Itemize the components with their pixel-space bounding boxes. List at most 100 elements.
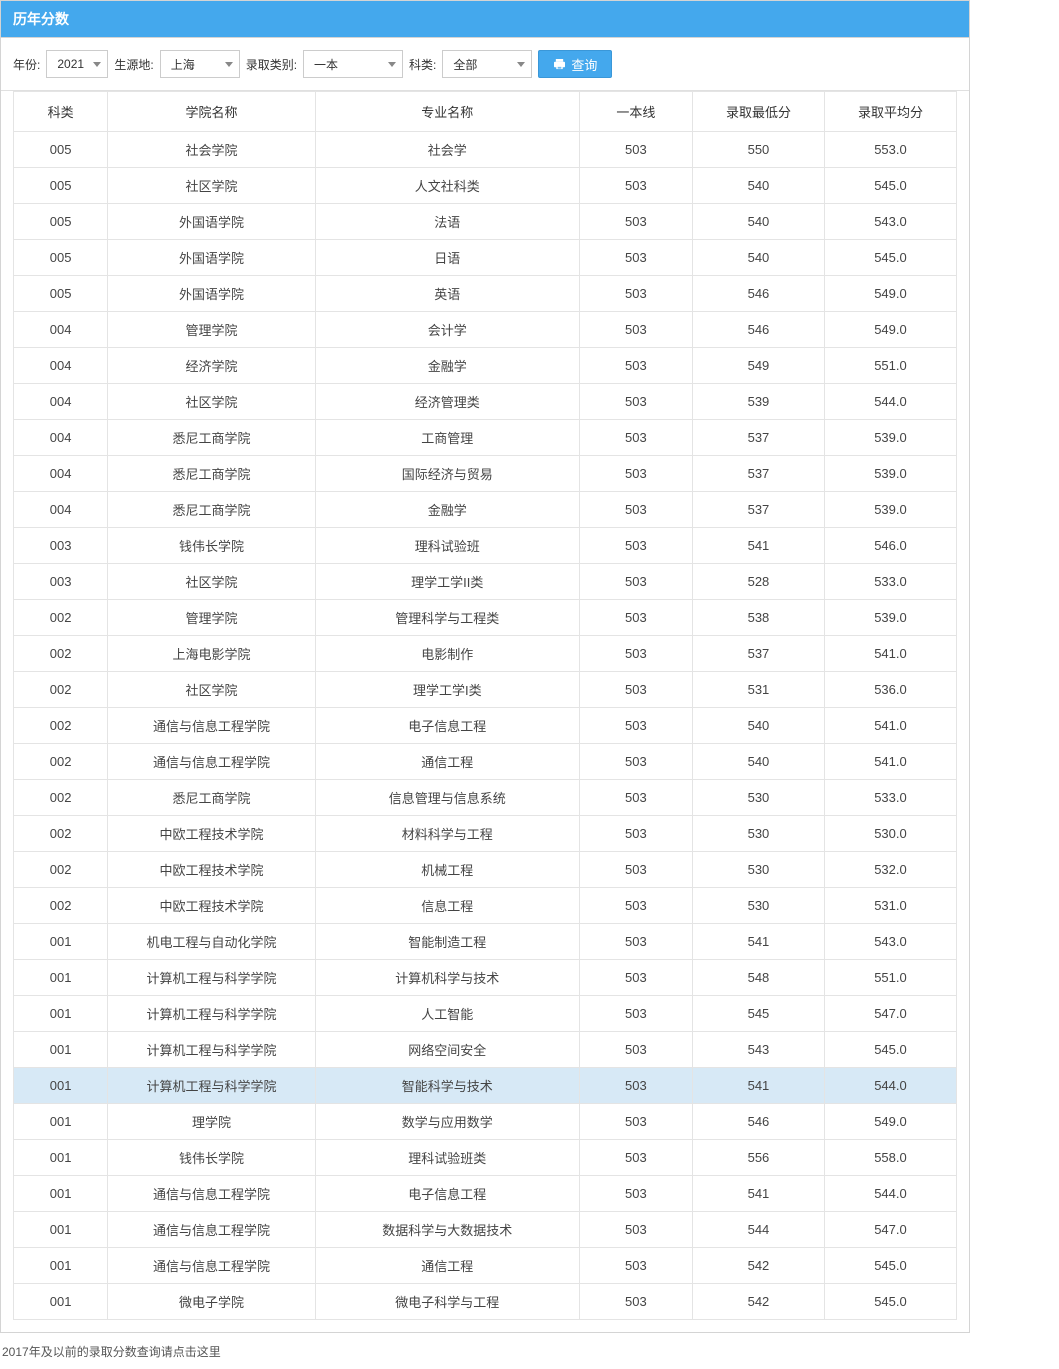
table-row[interactable]: 004悉尼工商学院工商管理503537539.0 <box>14 420 957 456</box>
table-cell: 001 <box>14 1104 108 1140</box>
table-row[interactable]: 001理学院数学与应用数学503546549.0 <box>14 1104 957 1140</box>
table-row[interactable]: 002上海电影学院电影制作503537541.0 <box>14 636 957 672</box>
table-row[interactable]: 001通信与信息工程学院数据科学与大数据技术503544547.0 <box>14 1212 957 1248</box>
column-header: 学院名称 <box>108 92 315 132</box>
table-row[interactable]: 005外国语学院日语503540545.0 <box>14 240 957 276</box>
table-row[interactable]: 001机电工程与自动化学院智能制造工程503541543.0 <box>14 924 957 960</box>
year-dropdown[interactable]: 2021 <box>46 50 108 78</box>
table-cell: 通信与信息工程学院 <box>108 1248 315 1284</box>
table-cell: 001 <box>14 1068 108 1104</box>
table-cell: 533.0 <box>824 780 956 816</box>
table-cell: 530 <box>692 852 824 888</box>
table-cell: 004 <box>14 384 108 420</box>
year-label: 年份: <box>13 56 40 73</box>
table-cell: 541 <box>692 528 824 564</box>
footer-note-link[interactable]: 2017年及以前的录取分数查询请点击这里 <box>0 1333 1059 1364</box>
table-cell: 信息管理与信息系统 <box>315 780 579 816</box>
table-cell: 悉尼工商学院 <box>108 456 315 492</box>
table-cell: 001 <box>14 1032 108 1068</box>
table-row[interactable]: 001微电子学院微电子科学与工程503542545.0 <box>14 1284 957 1320</box>
table-row[interactable]: 001钱伟长学院理科试验班类503556558.0 <box>14 1140 957 1176</box>
table-cell: 543.0 <box>824 924 956 960</box>
table-cell: 544.0 <box>824 384 956 420</box>
table-cell: 社区学院 <box>108 384 315 420</box>
table-cell: 电子信息工程 <box>315 708 579 744</box>
table-row[interactable]: 002通信与信息工程学院通信工程503540541.0 <box>14 744 957 780</box>
table-cell: 001 <box>14 924 108 960</box>
table-cell: 微电子科学与工程 <box>315 1284 579 1320</box>
table-cell: 528 <box>692 564 824 600</box>
table-cell: 004 <box>14 348 108 384</box>
table-cell: 004 <box>14 456 108 492</box>
table-cell: 钱伟长学院 <box>108 1140 315 1176</box>
table-cell: 计算机工程与科学学院 <box>108 1068 315 1104</box>
table-cell: 001 <box>14 1284 108 1320</box>
table-cell: 微电子学院 <box>108 1284 315 1320</box>
subject-dropdown[interactable]: 全部 <box>442 50 532 78</box>
table-cell: 管理科学与工程类 <box>315 600 579 636</box>
table-cell: 理学工学I类 <box>315 672 579 708</box>
table-cell: 503 <box>579 924 692 960</box>
table-cell: 550 <box>692 132 824 168</box>
table-cell: 001 <box>14 960 108 996</box>
table-row[interactable]: 004社区学院经济管理类503539544.0 <box>14 384 957 420</box>
table-cell: 503 <box>579 564 692 600</box>
table-cell: 002 <box>14 852 108 888</box>
chevron-down-icon <box>517 62 525 67</box>
table-row[interactable]: 004悉尼工商学院金融学503537539.0 <box>14 492 957 528</box>
table-cell: 钱伟长学院 <box>108 528 315 564</box>
table-cell: 541.0 <box>824 744 956 780</box>
table-row[interactable]: 002中欧工程技术学院信息工程503530531.0 <box>14 888 957 924</box>
table-cell: 544.0 <box>824 1068 956 1104</box>
table-row[interactable]: 002管理学院管理科学与工程类503538539.0 <box>14 600 957 636</box>
table-row[interactable]: 004管理学院会计学503546549.0 <box>14 312 957 348</box>
table-cell: 外国语学院 <box>108 276 315 312</box>
region-dropdown[interactable]: 上海 <box>160 50 240 78</box>
table-cell: 001 <box>14 1248 108 1284</box>
table-row[interactable]: 002社区学院理学工学I类503531536.0 <box>14 672 957 708</box>
table-row[interactable]: 004悉尼工商学院国际经济与贸易503537539.0 <box>14 456 957 492</box>
table-row[interactable]: 001计算机工程与科学学院计算机科学与技术503548551.0 <box>14 960 957 996</box>
table-cell: 542 <box>692 1248 824 1284</box>
table-row[interactable]: 005外国语学院英语503546549.0 <box>14 276 957 312</box>
table-row[interactable]: 005外国语学院法语503540543.0 <box>14 204 957 240</box>
table-row[interactable]: 003社区学院理学工学II类503528533.0 <box>14 564 957 600</box>
table-cell: 中欧工程技术学院 <box>108 852 315 888</box>
table-row[interactable]: 005社会学院社会学503550553.0 <box>14 132 957 168</box>
table-row[interactable]: 002中欧工程技术学院材料科学与工程503530530.0 <box>14 816 957 852</box>
table-row[interactable]: 001计算机工程与科学学院网络空间安全503543545.0 <box>14 1032 957 1068</box>
table-cell: 548 <box>692 960 824 996</box>
table-cell: 社区学院 <box>108 672 315 708</box>
table-cell: 545.0 <box>824 1248 956 1284</box>
table-row[interactable]: 001计算机工程与科学学院智能科学与技术503541544.0 <box>14 1068 957 1104</box>
table-cell: 545.0 <box>824 1284 956 1320</box>
chevron-down-icon <box>388 62 396 67</box>
table-cell: 503 <box>579 384 692 420</box>
table-row[interactable]: 002通信与信息工程学院电子信息工程503540541.0 <box>14 708 957 744</box>
table-row[interactable]: 002中欧工程技术学院机械工程503530532.0 <box>14 852 957 888</box>
table-cell: 计算机工程与科学学院 <box>108 1032 315 1068</box>
table-cell: 机械工程 <box>315 852 579 888</box>
type-dropdown[interactable]: 一本 <box>303 50 403 78</box>
table-row[interactable]: 002悉尼工商学院信息管理与信息系统503530533.0 <box>14 780 957 816</box>
table-cell: 悉尼工商学院 <box>108 420 315 456</box>
table-row[interactable]: 005社区学院人文社科类503540545.0 <box>14 168 957 204</box>
table-cell: 532.0 <box>824 852 956 888</box>
table-row[interactable]: 001计算机工程与科学学院人工智能503545547.0 <box>14 996 957 1032</box>
table-row[interactable]: 001通信与信息工程学院通信工程503542545.0 <box>14 1248 957 1284</box>
table-cell: 503 <box>579 348 692 384</box>
table-cell: 540 <box>692 168 824 204</box>
table-cell: 545 <box>692 996 824 1032</box>
table-cell: 551.0 <box>824 960 956 996</box>
query-button[interactable]: 查询 <box>538 50 612 78</box>
table-row[interactable]: 004经济学院金融学503549551.0 <box>14 348 957 384</box>
table-row[interactable]: 003钱伟长学院理科试验班503541546.0 <box>14 528 957 564</box>
table-cell: 社会学 <box>315 132 579 168</box>
column-header: 录取最低分 <box>692 92 824 132</box>
table-row[interactable]: 001通信与信息工程学院电子信息工程503541544.0 <box>14 1176 957 1212</box>
table-cell: 503 <box>579 780 692 816</box>
table-cell: 537 <box>692 636 824 672</box>
table-cell: 503 <box>579 744 692 780</box>
subject-label: 科类: <box>409 56 436 73</box>
table-cell: 通信与信息工程学院 <box>108 1176 315 1212</box>
